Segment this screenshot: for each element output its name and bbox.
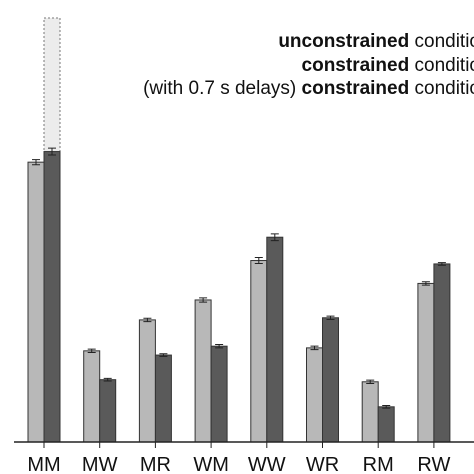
bar-WM-unconstrained — [194, 299, 212, 443]
x-tick-label: RM — [363, 454, 394, 474]
legend-label-prefix: (with 0.7 s delays) — [143, 78, 302, 99]
bar-RW-constrained — [433, 263, 451, 443]
x-tick-label: MR — [140, 454, 171, 474]
x-ticks-layer: MM MW MR WM WW WR RM RW — [27, 442, 450, 474]
error-bar-RW-constrained — [437, 262, 446, 266]
error-bar-WW-unconstrained — [254, 257, 263, 264]
error-bar-RW-unconstrained — [421, 281, 430, 286]
error-bar-WR-constrained — [326, 315, 335, 320]
legend-label-bold: unconstrained — [278, 31, 410, 52]
legend-item-unconstrained: unconstrained conditio — [278, 30, 474, 54]
x-tick-label: MW — [82, 454, 118, 474]
error-bar-WW-constrained — [270, 233, 279, 242]
error-bar-WM-unconstrained — [199, 297, 208, 303]
error-bar-MR-constrained — [159, 353, 168, 357]
error-bar-RM-unconstrained — [366, 379, 375, 384]
legend-label-bold: constrained — [301, 78, 410, 99]
error-bar-MW-unconstrained — [87, 348, 96, 354]
bar-MR-unconstrained — [138, 319, 156, 443]
legend-label-rest: conditio — [409, 55, 474, 76]
error-bar-MM-constrained — [48, 147, 56, 156]
error-bar-WM-constrained — [215, 343, 224, 349]
x-tick-label: WM — [193, 454, 229, 474]
x-tick-label: RW — [417, 454, 450, 474]
bar-WR-constrained — [322, 317, 339, 443]
bar-RM-constrained — [377, 406, 395, 443]
bar-MM-unconstrained — [27, 161, 45, 443]
bar-WW-unconstrained — [250, 260, 268, 443]
bar-MR-constrained — [154, 354, 172, 443]
error-bar-WR-unconstrained — [310, 345, 319, 351]
bars-layer — [27, 17, 451, 443]
error-bar-RM-constrained — [382, 405, 391, 409]
bar-MW-constrained — [99, 379, 117, 443]
legend-label-bold: constrained — [301, 55, 410, 76]
bar-WM-constrained — [210, 345, 228, 443]
x-tick-label: WR — [306, 454, 339, 474]
bar-MW-unconstrained — [83, 350, 101, 443]
legend-label-rest: conditio — [409, 31, 474, 52]
bar-RM-unconstrained — [361, 381, 379, 443]
error-bar-MW-constrained — [103, 377, 112, 382]
x-tick-label: WW — [248, 454, 286, 474]
x-tick-label: MM — [27, 454, 60, 474]
legend-item-constrained: constrained conditio — [302, 54, 474, 78]
bar-WW-constrained — [266, 236, 284, 443]
error-bar-MR-unconstrained — [143, 317, 152, 323]
error-bar-MM-unconstrained — [32, 159, 40, 166]
bar-WR-unconstrained — [306, 347, 323, 443]
bar-MM-constrained — [43, 151, 61, 443]
legend-label-rest: conditio — [409, 78, 474, 99]
legend-item-delayed-constrained: (with 0.7 s delays) constrained conditio — [143, 77, 474, 101]
bar-RW-unconstrained — [417, 282, 435, 443]
